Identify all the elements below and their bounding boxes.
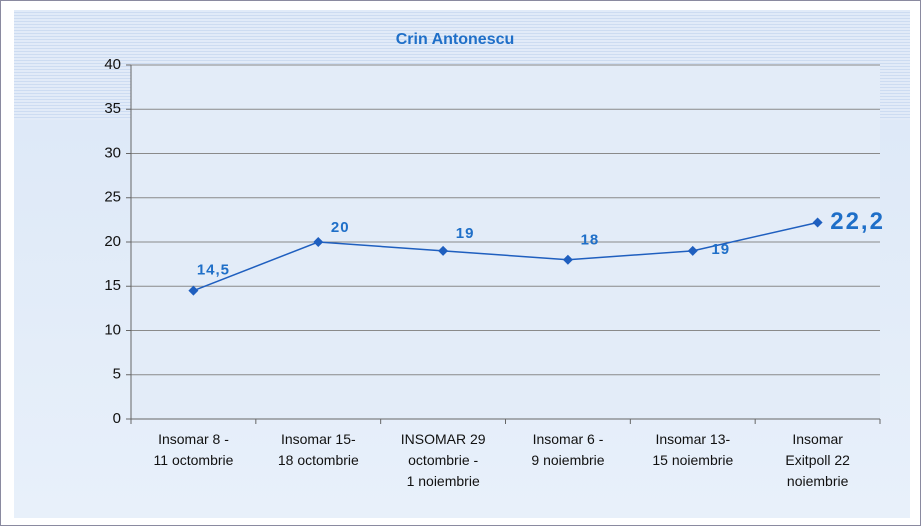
marker <box>438 245 449 256</box>
x-tick-label: Insomar Exitpoll 22 noiembrie <box>785 431 850 489</box>
x-tick-label: Insomar 13- 15 noiembrie <box>652 431 734 468</box>
x-tick-label: INSOMAR 29 octombrie - 1 noiembrie <box>400 431 486 489</box>
y-tick-label: 40 <box>104 56 121 73</box>
y-tick-label: 5 <box>113 366 121 383</box>
marker <box>812 217 823 228</box>
data-label: 19 <box>711 241 730 258</box>
marker <box>188 285 199 296</box>
data-label: 19 <box>456 225 475 242</box>
y-tick-label: 0 <box>113 410 121 427</box>
x-tick-label: Insomar 8 - 11 octombrie <box>153 431 234 468</box>
marker <box>687 245 698 256</box>
data-label: 20 <box>331 219 350 236</box>
line <box>193 221 818 292</box>
y-tick-label: 30 <box>104 144 121 161</box>
y-tick-label: 25 <box>104 189 121 206</box>
y-tick-label: 35 <box>104 100 121 117</box>
x-tick-label: Insomar 6 - 9 noiembrie <box>531 431 605 468</box>
marker <box>313 237 324 247</box>
y-tick-label: 10 <box>104 321 121 338</box>
chart-title: Crin Antonescu <box>396 31 515 48</box>
y-tick-label: 20 <box>104 233 121 250</box>
data-label: 18 <box>581 232 600 249</box>
data-label: 14,5 <box>197 262 230 279</box>
marker <box>562 254 573 265</box>
data-label: 22,2 <box>830 208 885 235</box>
y-tick-label: 15 <box>104 277 121 294</box>
x-tick-label: Insomar 15- 18 octombrie <box>277 431 359 468</box>
